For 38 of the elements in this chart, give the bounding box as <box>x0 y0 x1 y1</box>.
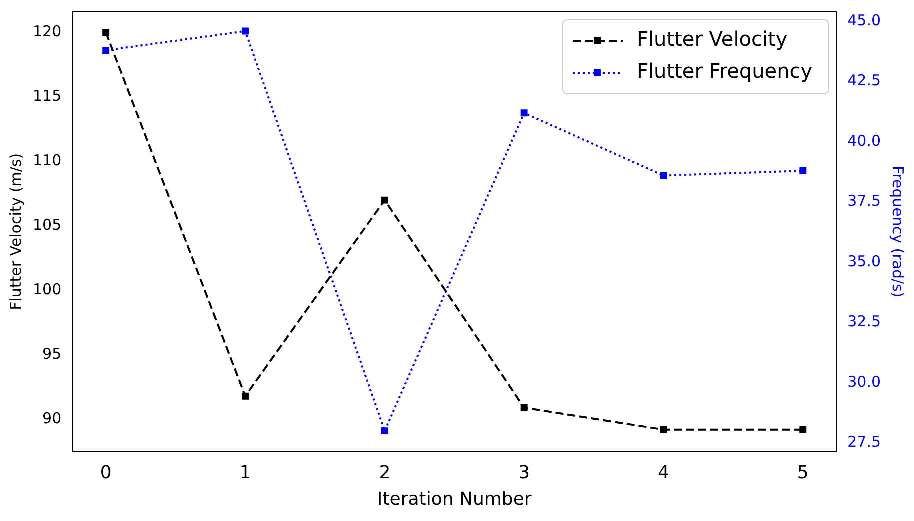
y2-tick-label: 40.0 <box>848 132 882 150</box>
y2-tick-label: 35.0 <box>848 252 882 270</box>
y2-axis-title: Frequency (rad/s) <box>889 166 908 298</box>
y-tick-label: 120 <box>32 22 62 41</box>
y2-tick-label: 30.0 <box>848 372 882 391</box>
y-tick-label: 100 <box>32 280 62 298</box>
x-tick-label: 0 <box>100 462 112 484</box>
y-axis-title: Flutter Velocity (m/s) <box>6 153 25 310</box>
y2-tick-label: 27.5 <box>848 433 882 452</box>
y-tick-label: 115 <box>32 87 62 106</box>
point <box>102 47 110 54</box>
x-tick-label: 5 <box>797 462 809 484</box>
point <box>102 29 110 36</box>
point <box>800 167 807 174</box>
y2-tick-label: 42.5 <box>848 72 882 90</box>
point <box>520 404 528 412</box>
point <box>520 110 528 117</box>
point <box>242 392 249 400</box>
x-tick-label: 1 <box>240 462 252 484</box>
legend-label: Flutter Velocity <box>636 27 788 52</box>
point <box>660 426 668 434</box>
y-tick-label: 105 <box>32 216 62 234</box>
x-tick-label: 2 <box>379 462 391 484</box>
point <box>660 172 668 180</box>
point <box>800 426 807 434</box>
y-tick-label: 90 <box>42 409 62 428</box>
y2-tick-label: 37.5 <box>848 192 882 210</box>
y2-tick-label: 32.5 <box>848 312 882 331</box>
y2-tick-label: 45.0 <box>848 12 882 30</box>
point <box>381 196 388 204</box>
x-tick-label: 3 <box>518 462 530 484</box>
legend-label: Flutter Frequency <box>636 59 813 84</box>
y-tick-label: 95 <box>42 344 62 363</box>
point <box>381 428 388 435</box>
x-axis-title: Iteration Number <box>377 488 532 510</box>
x-tick-label: 4 <box>658 462 670 484</box>
point <box>242 28 249 35</box>
y-tick-label: 110 <box>32 152 62 170</box>
